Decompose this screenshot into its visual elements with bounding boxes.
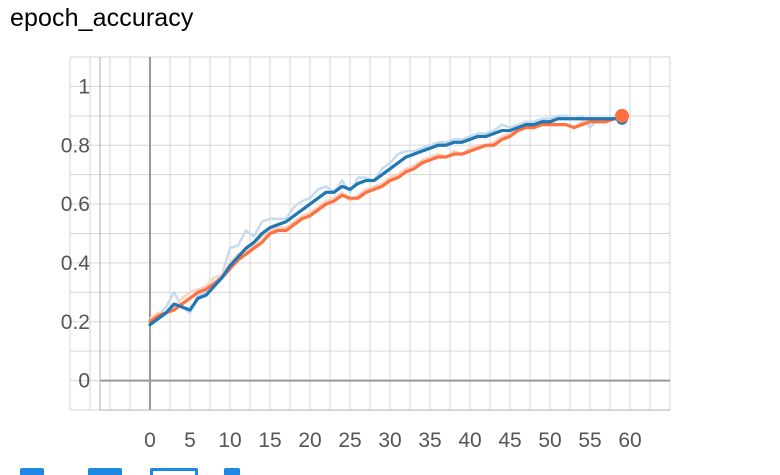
series-1-last-point (615, 108, 629, 123)
x-tick-label: 20 (298, 429, 321, 452)
y-tick-label: 0.2 (61, 311, 90, 334)
line-chart: 0 5 10 15 20 25 30 35 40 45 50 55 60 0 0.2 0.4 0.6 0.8 1 (61, 56, 671, 452)
x-tick-label: 10 (218, 429, 241, 452)
x-tick-label: 30 (378, 429, 401, 452)
x-tick-label: 45 (498, 429, 521, 452)
point-markers (615, 108, 629, 125)
raw-series-line-0 (149, 114, 622, 326)
y-tick-label: 0.4 (61, 252, 91, 275)
x-tick-label: 50 (538, 429, 561, 452)
axes (99, 57, 670, 411)
x-tick-label: 0 (144, 429, 156, 452)
series-line-1 (148, 114, 624, 324)
raw-series-lines (149, 114, 623, 326)
smoothed-series-lines (148, 114, 624, 327)
x-tick-labels: 0 5 10 15 20 25 30 35 40 45 50 55 60 (144, 429, 642, 452)
fit-domain-icon[interactable] (20, 468, 44, 475)
x-tick-label: 25 (338, 429, 361, 452)
raw-series-line-1 (149, 114, 623, 320)
x-tick-label: 60 (618, 429, 641, 452)
x-tick-label: 55 (578, 429, 601, 452)
y-tick-label: 1 (78, 75, 90, 98)
download-data-icon[interactable] (150, 468, 198, 475)
x-tick-label: 35 (418, 429, 441, 452)
y-tick-label: 0.8 (61, 134, 90, 157)
chart-toolbar (0, 464, 780, 475)
x-tick-label: 40 (458, 429, 481, 452)
toggle-log-scale-icon[interactable] (88, 468, 122, 475)
expand-chart-icon[interactable] (224, 468, 240, 475)
x-tick-label: 5 (184, 429, 196, 452)
chart-title: epoch_accuracy (10, 4, 194, 32)
y-tick-label: 0.6 (61, 193, 90, 216)
y-tick-label: 0 (78, 370, 90, 393)
y-tick-labels: 0 0.2 0.4 0.6 0.8 1 (61, 75, 91, 392)
x-tick-label: 15 (258, 429, 281, 452)
series-line-0 (148, 117, 624, 327)
grid-lines (69, 56, 671, 411)
